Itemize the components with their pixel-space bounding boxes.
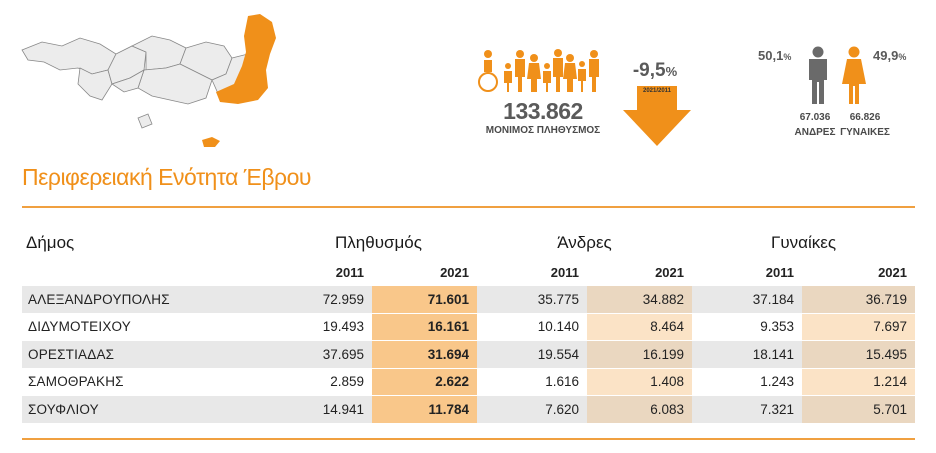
table-header-row: Δήμος Πληθυσμός Άνδρες Γυναίκες: [22, 228, 915, 258]
cell-women-2021: 5.701: [802, 395, 915, 424]
map-island-thasos: [137, 113, 153, 129]
table-years-row: 2011 2021 2011 2021 2011 2021: [22, 258, 915, 286]
map-region-e: [137, 63, 213, 105]
cell-men-2021: 8.464: [587, 313, 692, 341]
female-pct-value: 49,9: [873, 48, 899, 63]
map-region-g: [111, 69, 145, 93]
cell-pop-2021: 2.622: [372, 368, 477, 396]
cell-women-2021: 15.495: [802, 340, 915, 369]
map-region-west: [21, 37, 117, 75]
cell-women-2011: 9.353: [692, 313, 802, 341]
table-row: ΣΟΥΦΛΙΟΥ 14.941 11.784 7.620 6.083 7.321…: [22, 395, 915, 424]
bottom-divider: [22, 438, 915, 440]
female-pct-unit: %: [898, 52, 907, 62]
cell-men-2021: 34.882: [587, 286, 692, 314]
year-header: 2011: [335, 264, 364, 280]
population-label: ΜΟΝΙΜΟΣ ΠΛΗΘΥΣΜΟΣ: [485, 125, 601, 136]
change-value: -9,5: [632, 60, 666, 81]
cell-pop-2011: 37.695: [280, 340, 372, 369]
change-period: 2021/2011: [642, 88, 672, 94]
col-group-women: Γυναίκες: [770, 233, 837, 252]
cell-women-2011: 1.243: [692, 368, 802, 396]
cell-men-2021: 1.408: [587, 368, 692, 396]
cell-pop-2021: 16.161: [372, 313, 477, 341]
cell-pop-2021: 71.601: [372, 286, 477, 314]
cell-men-2011: 19.554: [477, 340, 587, 369]
female-count: 66.826: [849, 112, 881, 123]
map-samothraki-highlight: [202, 137, 220, 147]
male-pct-unit: %: [783, 52, 792, 62]
year-header: 2021: [878, 264, 907, 280]
female-label: ΓΥΝΑΙΚΕΣ: [840, 127, 890, 138]
cell-pop-2011: 72.959: [280, 286, 372, 314]
cell-pop-2011: 19.493: [280, 313, 372, 341]
population-people-icon: [478, 49, 599, 92]
cell-women-2021: 7.697: [802, 313, 915, 341]
cell-women-2021: 36.719: [802, 286, 915, 314]
population-value: 133.862: [503, 98, 583, 124]
year-header: 2011: [765, 264, 794, 280]
municipality-name: ΔΙΔΥΜΟΤΕΙΧΟΥ: [22, 313, 280, 341]
male-pct-value: 50,1: [758, 48, 784, 63]
male-percentage: 50,1%: [758, 48, 791, 63]
cell-pop-2021: 31.694: [372, 340, 477, 369]
decrease-arrow-icon: [623, 86, 691, 146]
page-title: Περιφερειακή Ενότητα Έβρου: [22, 164, 312, 190]
population-change: -9,5%: [620, 60, 690, 82]
year-header: 2021: [440, 264, 469, 280]
cell-pop-2021: 11.784: [372, 395, 477, 424]
change-unit: %: [665, 64, 678, 79]
male-label: ΑΝΔΡΕΣ: [794, 127, 836, 138]
cell-women-2011: 18.141: [692, 340, 802, 369]
region-map: [21, 14, 276, 147]
cell-men-2011: 35.775: [477, 286, 587, 314]
cell-men-2021: 6.083: [587, 395, 692, 424]
cell-men-2011: 1.616: [477, 368, 587, 396]
table-row: ΔΙΔΥΜΟΤΕΙΧΟΥ 19.493 16.161 10.140 8.464 …: [22, 313, 915, 341]
female-percentage: 49,9%: [873, 48, 906, 63]
top-divider: [22, 206, 915, 208]
cell-women-2021: 1.214: [802, 368, 915, 396]
municipality-name: ΟΡΕΣΤΙΑΔΑΣ: [22, 340, 280, 369]
col-municipality: Δήμος: [26, 233, 75, 252]
year-header: 2011: [550, 264, 579, 280]
cell-men-2021: 16.199: [587, 340, 692, 369]
cell-women-2011: 7.321: [692, 395, 802, 424]
cell-men-2011: 10.140: [477, 313, 587, 341]
table-row: ΑΛΕΞΑΝΔΡΟΥΠΟΛΗΣ 72.959 71.601 35.775 34.…: [22, 286, 915, 314]
table-row: ΟΡΕΣΤΙΑΔΑΣ 37.695 31.694 19.554 16.199 1…: [22, 340, 915, 369]
population-table: Δήμος Πληθυσμός Άνδρες Γυναίκες 2011 202…: [22, 228, 915, 424]
municipality-name: ΣΟΥΦΛΙΟΥ: [22, 395, 280, 424]
male-count: 67.036: [799, 112, 831, 123]
cell-men-2011: 7.620: [477, 395, 587, 424]
year-header: 2021: [655, 264, 684, 280]
cell-women-2011: 37.184: [692, 286, 802, 314]
years-spacer: [22, 258, 280, 286]
female-icon: [842, 46, 866, 104]
table-row: ΣΑΜΟΘΡΑΚΗΣ 2.859 2.622 1.616 1.408 1.243…: [22, 368, 915, 396]
male-icon: [809, 46, 827, 104]
col-group-population: Πληθυσμός: [335, 233, 422, 252]
cell-pop-2011: 2.859: [280, 368, 372, 396]
cell-pop-2011: 14.941: [280, 395, 372, 424]
map-region-a: [77, 67, 113, 101]
map-evros-highlight: [216, 14, 276, 104]
col-group-men: Άνδρες: [557, 233, 612, 252]
municipality-name: ΑΛΕΞΑΝΔΡΟΥΠΟΛΗΣ: [22, 286, 280, 314]
municipality-name: ΣΑΜΟΘΡΑΚΗΣ: [22, 368, 280, 396]
